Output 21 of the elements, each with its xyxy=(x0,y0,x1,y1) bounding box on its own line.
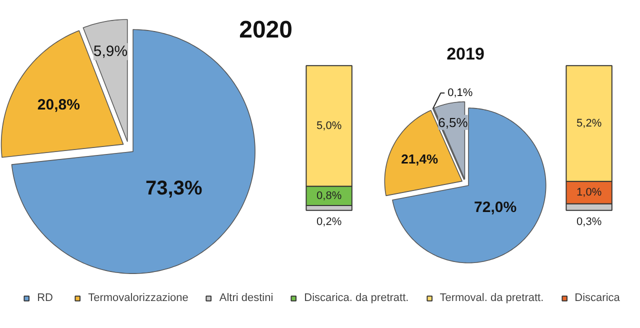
data-label: 0,2% xyxy=(316,216,342,228)
legend-label: Discarica. da pretratt. xyxy=(304,292,409,304)
legend-label: Discarica xyxy=(574,292,620,304)
data-label: 20,8% xyxy=(37,96,80,114)
data-label: 73,3% xyxy=(146,177,202,200)
legend-label: Termoval. da pretratt. xyxy=(440,292,544,304)
legend-label: RD xyxy=(37,292,54,304)
data-label: 5,2% xyxy=(576,118,602,130)
data-label: 6,5% xyxy=(438,114,468,130)
data-label: 5,0% xyxy=(316,120,342,132)
chart-title: 2019 xyxy=(446,44,484,64)
chart-title: 2020 xyxy=(239,16,292,44)
data-label: 0,3% xyxy=(576,216,602,228)
legend-label: Altri destini xyxy=(219,292,274,304)
legend-label: Termovalorizzazione xyxy=(88,292,188,304)
data-label: 21,4% xyxy=(401,151,438,166)
data-label: 72,0% xyxy=(474,199,517,216)
data-label: 5,9% xyxy=(93,43,128,60)
data-label: 1,0% xyxy=(576,186,602,199)
data-label: 0,8% xyxy=(316,190,342,202)
data-label: 0,1% xyxy=(448,87,473,100)
